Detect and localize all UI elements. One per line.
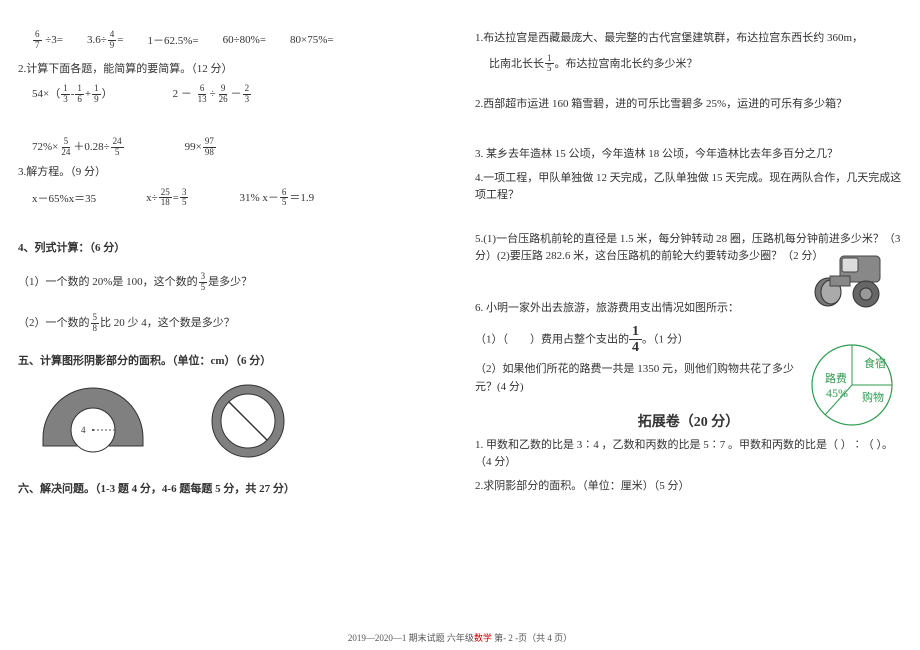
heading-3: 3.解方程。（9 分） [18, 164, 445, 182]
expr: 60÷80%= [223, 34, 266, 46]
heading-4: 4、列式计算：（6 分） [18, 240, 445, 258]
heading-6: 六、解决问题。（1-3 题 4 分，4-6 题每题 5 分，共 27 分） [18, 481, 445, 499]
expr: 80×75%= [290, 34, 334, 46]
ext-q2: 2.求阴影部分的面积。（单位：厘米）（5 分） [475, 478, 902, 496]
expr: 2 － 613÷926－23 [173, 84, 253, 105]
roller-image [812, 250, 892, 311]
shape-semicircle: 4 [38, 386, 148, 456]
expr: 99×9798 [185, 137, 217, 158]
page-footer: 2019—2020—1 期末试题 六年级数学 第- 2 -页（共 4 页） [0, 631, 920, 644]
shapes-row: 4 [18, 381, 445, 461]
expr: 72%×524＋0.28÷245 [32, 137, 125, 158]
expr: 3.6÷49= [87, 30, 124, 51]
q4-2: （2）一个数的58比 20 少 4，这个数是多少？ [18, 313, 445, 334]
right-column: 1.布达拉宫是西藏最庞大、最完整的古代宫堡建筑群，布达拉宫东西长约 360m， … [475, 30, 902, 505]
ext-q1: 1. 甲数和乙数的比是 3∶4 ，乙数和丙数的比是 5∶7 。甲数和丙数的比是（… [475, 437, 902, 472]
svg-text:路费: 路费 [825, 372, 847, 385]
q1b: 比南北长长15。布达拉宫南北长约多少米？ [475, 54, 902, 75]
left-column: 67 ÷3= 3.6÷49= 1－62.5%= 60÷80%= 80×75%= … [18, 30, 445, 505]
expr: x－65%x＝35 [32, 190, 96, 206]
expr: 67 ÷3= [32, 30, 63, 51]
q4: 4.一项工程，甲队单独做 12 天完成，乙队单独做 15 天完成。现在两队合作，… [475, 170, 902, 205]
heading-5: 五、计算图形阴影部分的面积。（单位：cm）（6 分） [18, 353, 445, 371]
q1a: 1.布达拉宫是西藏最庞大、最完整的古代宫堡建筑群，布达拉宫东西长约 360m， [475, 30, 902, 48]
calc-row-a: 54×（13-16+19） 2 － 613÷926－23 [18, 84, 445, 105]
pie-chart: 食宿 购物 路费 45% [802, 335, 902, 438]
heading-2: 2.计算下面各题，能简算的要简算。（12 分） [18, 61, 445, 79]
svg-text:购物: 购物 [862, 390, 884, 404]
q3: 3. 某乡去年造林 15 公顷，今年造林 18 公顷，今年造林比去年多百分之几？ [475, 146, 902, 164]
expr: 31% x－65＝1.9 [239, 188, 314, 209]
calc-row-b: 72%×524＋0.28÷245 99×9798 [18, 137, 445, 158]
svg-text:食宿: 食宿 [864, 356, 886, 370]
equation-row: x－65%x＝35 x÷2518=35 31% x－65＝1.9 [18, 188, 445, 209]
arithmetic-row-1: 67 ÷3= 3.6÷49= 1－62.5%= 60÷80%= 80×75%= [18, 30, 445, 51]
svg-text:45%: 45% [826, 386, 848, 400]
shape-circle [208, 381, 288, 461]
q4-1: （1）一个数的 20%是 100，这个数的35是多少？ [18, 272, 445, 293]
svg-text:4: 4 [81, 425, 86, 435]
q2: 2.西部超市运进 160 箱雪碧，进的可乐比雪碧多 25%，运进的可乐有多少箱？ [475, 96, 902, 114]
expr: 1－62.5%= [148, 32, 199, 48]
expr: 54×（13-16+19） [32, 84, 113, 105]
expr: x÷2518=35 [146, 188, 189, 209]
